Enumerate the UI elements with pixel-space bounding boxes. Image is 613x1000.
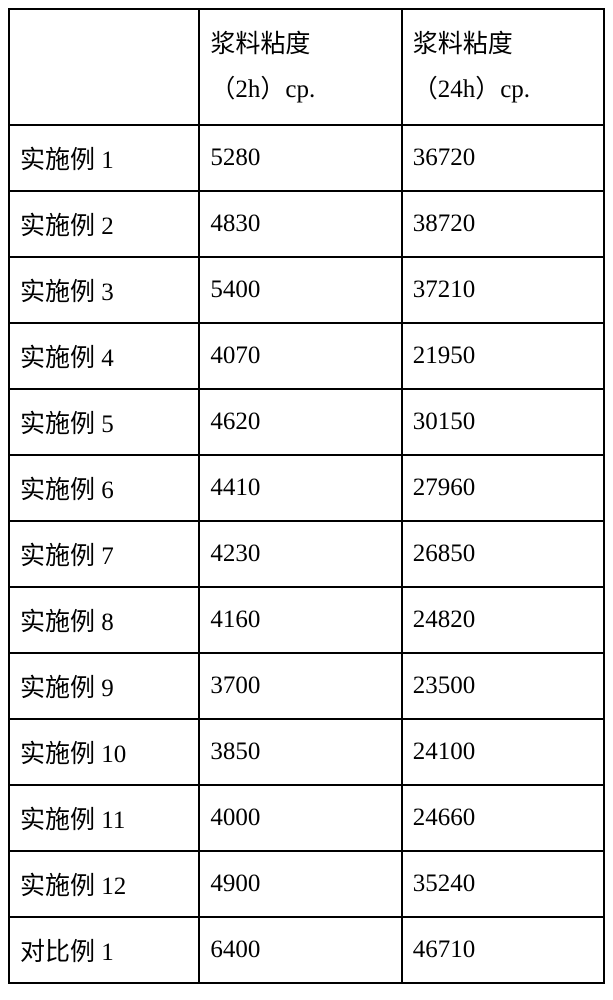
row-2h: 4230 — [199, 521, 401, 587]
table-row: 实施例 11 4000 24660 — [9, 785, 604, 851]
header-empty — [9, 9, 199, 125]
row-2h: 3700 — [199, 653, 401, 719]
row-label: 实施例 8 — [9, 587, 199, 653]
row-24h: 37210 — [402, 257, 604, 323]
table-row: 实施例 1 5280 36720 — [9, 125, 604, 191]
row-2h: 5280 — [199, 125, 401, 191]
row-label: 实施例 5 — [9, 389, 199, 455]
row-2h: 6400 — [199, 917, 401, 983]
row-24h: 26850 — [402, 521, 604, 587]
table-row: 实施例 10 3850 24100 — [9, 719, 604, 785]
row-24h: 24100 — [402, 719, 604, 785]
row-24h: 38720 — [402, 191, 604, 257]
row-label: 实施例 6 — [9, 455, 199, 521]
table-row: 实施例 7 4230 26850 — [9, 521, 604, 587]
row-2h: 4830 — [199, 191, 401, 257]
row-2h: 4160 — [199, 587, 401, 653]
row-2h: 3850 — [199, 719, 401, 785]
row-2h: 4620 — [199, 389, 401, 455]
row-24h: 27960 — [402, 455, 604, 521]
row-2h: 4000 — [199, 785, 401, 851]
table-row: 实施例 6 4410 27960 — [9, 455, 604, 521]
table-row: 实施例 5 4620 30150 — [9, 389, 604, 455]
row-label: 实施例 7 — [9, 521, 199, 587]
row-24h: 24820 — [402, 587, 604, 653]
row-label: 实施例 3 — [9, 257, 199, 323]
table-body: 实施例 1 5280 36720 实施例 2 4830 38720 实施例 3 … — [9, 125, 604, 983]
header-2h-line2: （2h）cp. — [210, 76, 315, 103]
row-label: 实施例 1 — [9, 125, 199, 191]
viscosity-table: 浆料粘度 （2h）cp. 浆料粘度 （24h）cp. 实施例 1 5280 36… — [8, 8, 605, 984]
row-label: 实施例 11 — [9, 785, 199, 851]
row-label: 实施例 4 — [9, 323, 199, 389]
row-label: 实施例 12 — [9, 851, 199, 917]
table-row: 实施例 3 5400 37210 — [9, 257, 604, 323]
row-2h: 4410 — [199, 455, 401, 521]
table-row: 实施例 12 4900 35240 — [9, 851, 604, 917]
header-24h-line1: 浆料粘度 — [413, 31, 513, 58]
row-label: 实施例 10 — [9, 719, 199, 785]
row-24h: 36720 — [402, 125, 604, 191]
row-2h: 5400 — [199, 257, 401, 323]
table-row: 实施例 9 3700 23500 — [9, 653, 604, 719]
row-24h: 46710 — [402, 917, 604, 983]
row-label: 实施例 2 — [9, 191, 199, 257]
row-24h: 30150 — [402, 389, 604, 455]
row-24h: 24660 — [402, 785, 604, 851]
header-2h: 浆料粘度 （2h）cp. — [199, 9, 401, 125]
table-row: 实施例 4 4070 21950 — [9, 323, 604, 389]
row-2h: 4070 — [199, 323, 401, 389]
row-label: 实施例 9 — [9, 653, 199, 719]
row-24h: 23500 — [402, 653, 604, 719]
header-24h-line2: （24h）cp. — [413, 76, 530, 103]
row-24h: 21950 — [402, 323, 604, 389]
table-header-row: 浆料粘度 （2h）cp. 浆料粘度 （24h）cp. — [9, 9, 604, 125]
row-2h: 4900 — [199, 851, 401, 917]
row-label: 对比例 1 — [9, 917, 199, 983]
row-24h: 35240 — [402, 851, 604, 917]
table-row: 实施例 8 4160 24820 — [9, 587, 604, 653]
header-2h-line1: 浆料粘度 — [210, 31, 310, 58]
header-24h: 浆料粘度 （24h）cp. — [402, 9, 604, 125]
table-row: 实施例 2 4830 38720 — [9, 191, 604, 257]
table-row: 对比例 1 6400 46710 — [9, 917, 604, 983]
